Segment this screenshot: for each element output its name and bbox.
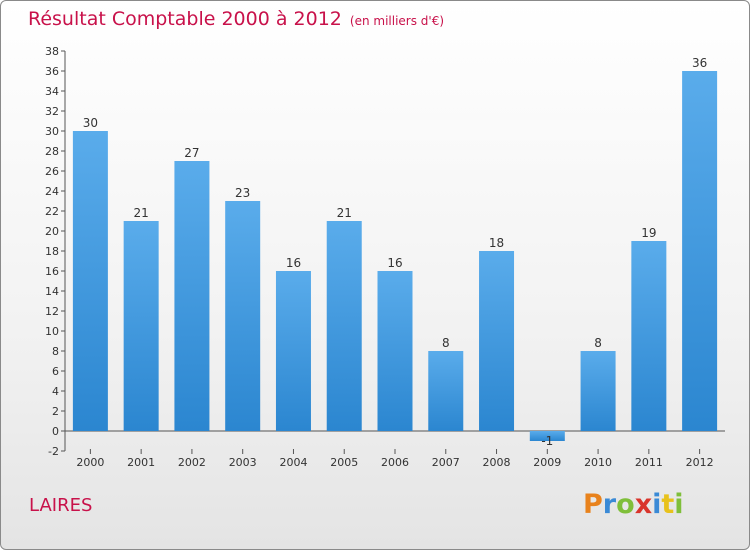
x-tick-label: 2005 — [330, 456, 358, 469]
y-tick-label: 38 — [45, 45, 59, 58]
y-tick-label: 8 — [52, 345, 59, 358]
y-tick-label: 18 — [45, 245, 59, 258]
data-label: 27 — [184, 146, 199, 160]
logo-letter: o — [616, 489, 635, 520]
x-tick-label: 2008 — [483, 456, 511, 469]
chart-subtitle: (en milliers d'€) — [349, 14, 445, 28]
data-label: 8 — [442, 336, 450, 350]
data-label: 16 — [286, 256, 301, 270]
bar — [377, 271, 413, 431]
bar — [428, 351, 464, 431]
logo-letter: r — [602, 489, 617, 520]
x-tick-label: 2011 — [635, 456, 663, 469]
bar — [326, 221, 362, 431]
x-tick-label: 2007 — [432, 456, 460, 469]
y-tick-label: 6 — [52, 365, 59, 378]
y-tick-label: 16 — [45, 265, 59, 278]
chart-title-text: Résultat Comptable 2000 à 2012 — [28, 8, 342, 30]
y-tick-label: 20 — [45, 225, 59, 238]
logo-letter: t — [661, 489, 675, 520]
y-tick-label: 26 — [45, 165, 59, 178]
data-label: 23 — [235, 186, 250, 200]
y-tick-label: 30 — [45, 125, 59, 138]
x-tick-label: 2006 — [381, 456, 409, 469]
bar — [225, 201, 261, 431]
x-tick-label: 2000 — [76, 456, 104, 469]
logo-letter: x — [634, 489, 653, 520]
y-tick-label: 0 — [52, 425, 59, 438]
y-tick-label: 2 — [52, 405, 59, 418]
bar — [631, 241, 667, 431]
y-tick-label: 28 — [45, 145, 59, 158]
data-label: -1 — [541, 434, 553, 448]
x-tick-label: 2012 — [686, 456, 714, 469]
data-label: 16 — [387, 256, 402, 270]
y-tick-label: 12 — [45, 305, 59, 318]
bar — [682, 71, 718, 431]
y-tick-label: 34 — [45, 85, 59, 98]
bar — [580, 351, 616, 431]
data-label: 18 — [489, 236, 504, 250]
logo-letter: P — [583, 489, 603, 520]
data-label: 30 — [83, 116, 98, 130]
data-label: 36 — [692, 56, 707, 70]
bar — [479, 251, 515, 431]
y-tick-label: 10 — [45, 325, 59, 338]
bar — [72, 131, 108, 431]
bar — [123, 221, 159, 431]
logo-letter: i — [652, 489, 662, 520]
bar — [275, 271, 311, 431]
x-tick-label: 2010 — [584, 456, 612, 469]
proxiti-logo: Proxiti — [583, 489, 684, 520]
y-tick-label: -2 — [48, 445, 59, 458]
bar — [174, 161, 210, 431]
logo-letter: i — [674, 489, 684, 520]
y-tick-label: 32 — [45, 105, 59, 118]
y-tick-label: 36 — [45, 65, 59, 78]
data-label: 8 — [594, 336, 602, 350]
y-tick-label: 14 — [45, 285, 59, 298]
x-tick-label: 2009 — [533, 456, 561, 469]
x-tick-label: 2001 — [127, 456, 155, 469]
data-label: 19 — [641, 226, 656, 240]
commune-name: LAIRES — [29, 495, 93, 516]
x-tick-label: 2003 — [229, 456, 257, 469]
x-tick-label: 2002 — [178, 456, 206, 469]
y-tick-label: 4 — [52, 385, 59, 398]
y-tick-label: 24 — [45, 185, 59, 198]
bar — [529, 431, 565, 441]
data-label: 21 — [134, 206, 149, 220]
x-tick-label: 2004 — [279, 456, 307, 469]
chart-title: Résultat Comptable 2000 à 2012 (en millie… — [28, 8, 444, 30]
data-label: 21 — [337, 206, 352, 220]
y-tick-label: 22 — [45, 205, 59, 218]
